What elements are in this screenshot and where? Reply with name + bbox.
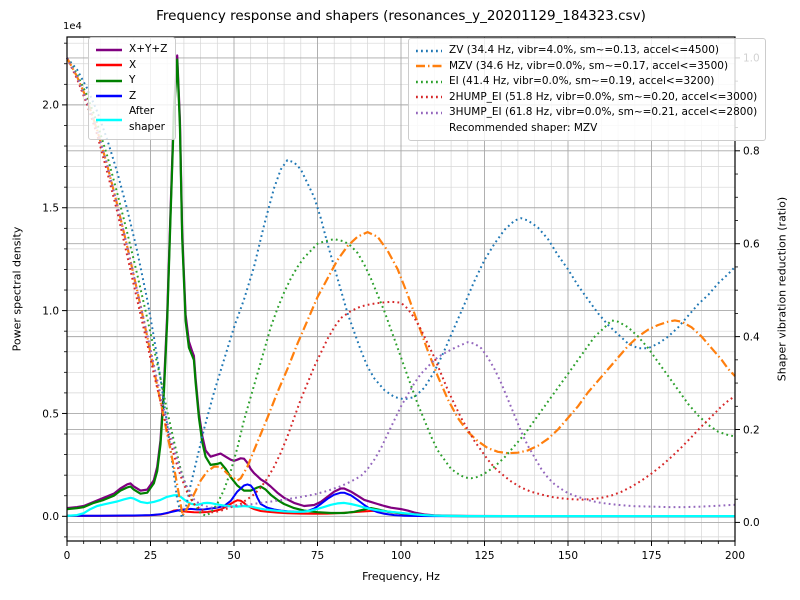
x-tick-label: 200: [725, 550, 745, 562]
legend-item-label: X: [129, 58, 137, 71]
legend-line-swatch: [96, 118, 122, 121]
y-left-tick-label: 1.5: [42, 203, 59, 215]
curve-2hump_ei: [66, 57, 736, 514]
legend-item: X: [95, 58, 167, 74]
x-tick-label: 100: [391, 550, 411, 562]
legend-item-label: Recommended shaper: MZV: [449, 121, 598, 134]
y-right-tick-label: 0.0: [743, 517, 760, 529]
y-left-tick-label: 0.5: [42, 408, 59, 420]
legend-item: 2HUMP_EI (51.8 Hz, vibr=0.0%, sm~=0.20, …: [415, 90, 757, 106]
legend-item-label: After shaper: [129, 105, 166, 133]
curve-3hump_ei: [66, 57, 736, 509]
legend-psd: X+Y+Z X Y Z After shaper: [88, 37, 177, 140]
legend-dotted-line-swatch: [416, 65, 442, 68]
x-tick-label: 175: [641, 550, 661, 562]
legend-item-label: EI (41.4 Hz, vibr=0.0%, sm~=0.19, accel<…: [449, 75, 715, 87]
axis-ticks: 0 25 50 75 100 125 150 175 200 0.0 0.5 1.0 1.5 2.0 0.0…: [42, 42, 760, 562]
legend-item-label: X+Y+Z: [129, 43, 168, 55]
y-left-tick-label: 2.0: [42, 100, 59, 112]
legend-item-label: Z: [129, 89, 137, 102]
legend-dotted-line-swatch: [416, 96, 442, 99]
x-tick-label: 75: [311, 550, 324, 562]
y-right-tick-label: 0.6: [743, 239, 760, 251]
legend-item: Y: [95, 73, 167, 89]
chart-title: Frequency response and shapers (resonanc…: [156, 8, 646, 24]
x-tick-label: 150: [558, 550, 578, 562]
psd-curves: [66, 54, 735, 518]
x-axis-label: Frequency, Hz: [362, 570, 440, 583]
legend-dotted-line-swatch: [416, 80, 442, 83]
legend-item: 3HUMP_EI (61.8 Hz, vibr=0.0%, sm~=0.21, …: [415, 105, 757, 121]
legend-item-label: 2HUMP_EI (51.8 Hz, vibr=0.0%, sm~=0.20, …: [449, 90, 758, 103]
legend-line-swatch: [96, 64, 122, 67]
x-tick-label: 0: [64, 550, 71, 562]
y-left-tick-label: 0.0: [42, 511, 59, 523]
legend-dotted-line-swatch: [416, 111, 442, 114]
legend-item: Z: [95, 89, 167, 105]
legend-shapers: ZV (34.4 Hz, vibr=4.0%, sm~=0.13, accel<…: [408, 38, 767, 141]
shaper-curves: [66, 57, 736, 519]
left-y-axis-label: Power spectral density: [10, 226, 24, 352]
legend-item-label: 3HUMP_EI (61.8 Hz, vibr=0.0%, sm~=0.21, …: [449, 106, 758, 118]
y-right-tick-label: 0.4: [743, 331, 760, 343]
curve-mzv: [66, 57, 736, 517]
legend-item: MZV (34.6 Hz, vibr=0.0%, sm~=0.17, accel…: [415, 59, 757, 75]
curve-after-shaper: [66, 494, 735, 518]
legend-item-label: ZV (34.4 Hz, vibr=4.0%, sm~=0.13, accel<…: [449, 44, 719, 56]
legend-item: ZV (34.4 Hz, vibr=4.0%, sm~=0.13, accel<…: [415, 43, 757, 59]
x-tick-label: 50: [227, 550, 240, 562]
legend-item: After shaper: [95, 104, 167, 135]
legend-item: EI (41.4 Hz, vibr=0.0%, sm~=0.19, accel<…: [415, 74, 757, 90]
legend-item-label: MZV (34.6 Hz, vibr=0.0%, sm~=0.17, accel…: [449, 59, 729, 72]
x-tick-label: 125: [474, 550, 494, 562]
y-right-tick-label: 0.8: [743, 146, 760, 158]
legend-item: Recommended shaper: MZV: [415, 121, 757, 137]
legend-item-label: Y: [129, 74, 136, 86]
y-left-tick-label: 1.0: [42, 305, 59, 317]
x-tick-label: 25: [144, 550, 157, 562]
y-axis-offset-label: 1e4: [63, 21, 82, 32]
legend-line-swatch: [96, 79, 122, 82]
legend-dotted-line-swatch: [416, 49, 442, 52]
legend-item: X+Y+Z: [95, 42, 167, 58]
legend-line-swatch: [96, 48, 122, 51]
legend-line-swatch: [96, 95, 122, 98]
right-y-axis-label: Shaper vibration reduction (ratio): [775, 196, 789, 382]
y-right-tick-label: 0.2: [743, 424, 760, 436]
